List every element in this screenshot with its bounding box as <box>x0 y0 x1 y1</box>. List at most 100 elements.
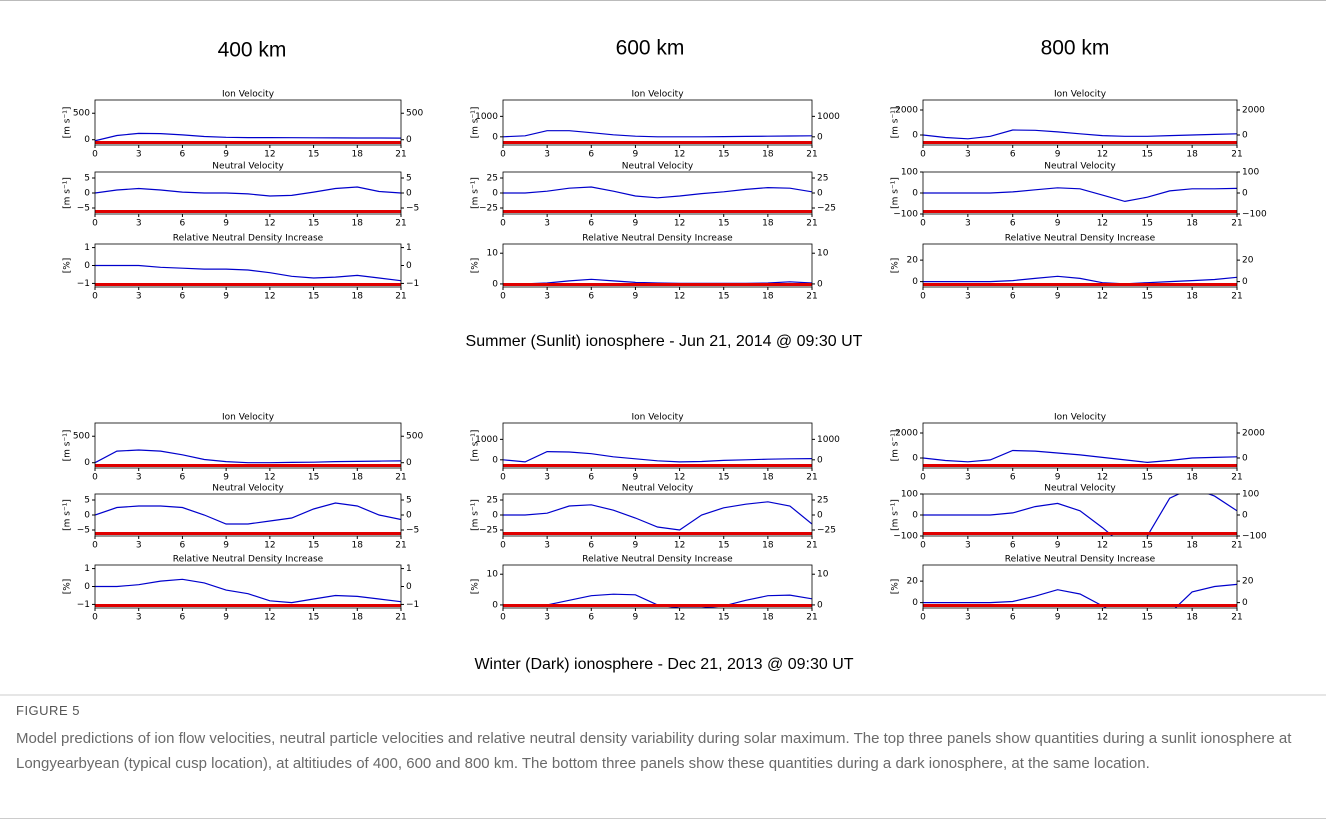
x-tick-label: 18 <box>352 613 364 623</box>
y-axis-label: [%] <box>471 258 481 274</box>
y-axis-label: [%] <box>63 258 73 274</box>
x-tick-label: 9 <box>633 473 639 483</box>
y2-tick-label: 0 <box>1242 131 1248 141</box>
y2-tick-label: 0 <box>406 511 412 521</box>
y2-tick-label: −100 <box>1242 210 1267 220</box>
plot-frame <box>502 564 813 609</box>
y-tick-label: −1 <box>77 279 90 289</box>
x-tick-label: 0 <box>920 541 926 551</box>
x-tick-label: 15 <box>308 219 319 229</box>
x-tick-label: 9 <box>633 219 639 229</box>
y-tick-label: 0 <box>492 511 498 521</box>
x-tick-label: 18 <box>762 292 774 302</box>
column-header: 600 km <box>616 37 685 60</box>
x-tick-label: 21 <box>806 292 817 302</box>
x-tick-label: 21 <box>1231 150 1242 160</box>
x-tick-label: 12 <box>264 473 275 483</box>
y-tick-label: 0 <box>492 279 498 289</box>
x-tick-label: 21 <box>1231 541 1242 551</box>
y2-tick-label: 0 <box>406 189 412 199</box>
y-axis-label: [%] <box>63 579 73 595</box>
x-tick-label: 12 <box>674 219 685 229</box>
x-tick-label: 0 <box>920 292 926 302</box>
x-tick-label: 6 <box>588 473 594 483</box>
x-tick-label: 9 <box>223 613 229 623</box>
data-line <box>923 449 1237 464</box>
y2-tick-label: 0 <box>817 279 823 289</box>
x-tick-label: 3 <box>544 292 550 302</box>
y-tick-label: 0 <box>912 511 918 521</box>
x-tick-label: 9 <box>633 292 639 302</box>
x-tick-label: 9 <box>223 473 229 483</box>
y2-tick-label: 0 <box>1242 277 1248 287</box>
x-tick-label: 3 <box>965 292 971 302</box>
baseline-band <box>95 283 401 286</box>
x-tick-label: 0 <box>920 150 926 160</box>
x-tick-label: 18 <box>762 473 774 483</box>
plot-frame <box>94 422 402 469</box>
data-line <box>95 578 401 604</box>
y2-tick-label: 2000 <box>1242 106 1265 116</box>
x-tick-label: 12 <box>264 541 275 551</box>
x-tick-label: 18 <box>1186 292 1198 302</box>
x-tick-label: 15 <box>308 292 319 302</box>
x-tick-label: 6 <box>180 473 186 483</box>
y-tick-label: 0 <box>84 135 90 145</box>
y2-tick-label: −25 <box>817 526 836 536</box>
x-tick-label: 0 <box>920 473 926 483</box>
y-axis-label: [m s⁻¹] <box>63 107 73 139</box>
x-tick-label: 15 <box>1142 292 1153 302</box>
x-tick-label: 15 <box>308 150 319 160</box>
baseline-band <box>503 141 812 144</box>
plot-frame <box>502 171 813 215</box>
y-tick-label: 0 <box>84 582 90 592</box>
x-tick-label: 15 <box>308 541 319 551</box>
plot-frame <box>94 99 402 146</box>
x-tick-label: 12 <box>674 613 685 623</box>
y-tick-label: 0 <box>912 454 918 464</box>
y2-tick-label: 0 <box>817 132 823 142</box>
x-tick-label: 6 <box>588 219 594 229</box>
y2-tick-label: 20 <box>1242 577 1254 587</box>
x-tick-label: 15 <box>308 473 319 483</box>
x-tick-label: 15 <box>718 541 729 551</box>
x-tick-label: 12 <box>1097 473 1108 483</box>
y2-tick-label: 0 <box>406 135 412 145</box>
x-tick-label: 3 <box>544 473 550 483</box>
x-tick-label: 12 <box>1097 613 1108 623</box>
plot-frame <box>502 99 813 146</box>
x-tick-label: 9 <box>633 150 639 160</box>
y-tick-label: 0 <box>84 189 90 199</box>
x-tick-label: 18 <box>1186 219 1198 229</box>
x-tick-label: 21 <box>395 613 406 623</box>
y2-tick-label: 25 <box>817 496 828 506</box>
y2-tick-label: 500 <box>406 109 423 119</box>
y-tick-label: 500 <box>73 432 90 442</box>
plot-title: Relative Neutral Density Increase <box>582 234 733 244</box>
column-header: 400 km <box>218 39 287 62</box>
y2-tick-label: 5 <box>406 496 412 506</box>
data-line <box>95 502 401 525</box>
y-axis-label: [m s⁻¹] <box>891 177 901 209</box>
x-tick-label: 6 <box>1010 219 1016 229</box>
plot-title: Neutral Velocity <box>212 162 284 172</box>
plot-title: Ion Velocity <box>1054 90 1107 100</box>
x-tick-label: 3 <box>544 541 550 551</box>
y2-tick-label: 500 <box>406 432 423 442</box>
x-tick-label: 3 <box>136 150 142 160</box>
x-tick-label: 0 <box>92 150 98 160</box>
figure-label: FIGURE 5 <box>16 703 80 718</box>
x-tick-label: 12 <box>1097 541 1108 551</box>
x-tick-label: 12 <box>264 219 275 229</box>
x-tick-label: 3 <box>965 613 971 623</box>
plot-frame <box>922 493 1238 537</box>
plot-title: Relative Neutral Density Increase <box>173 555 324 565</box>
y-tick-label: −1 <box>77 600 90 610</box>
plot-frame <box>922 171 1238 215</box>
data-line <box>503 186 812 199</box>
x-tick-label: 21 <box>395 150 406 160</box>
y-tick-label: −25 <box>479 526 498 536</box>
x-tick-label: 9 <box>223 292 229 302</box>
baseline-band <box>95 464 401 467</box>
